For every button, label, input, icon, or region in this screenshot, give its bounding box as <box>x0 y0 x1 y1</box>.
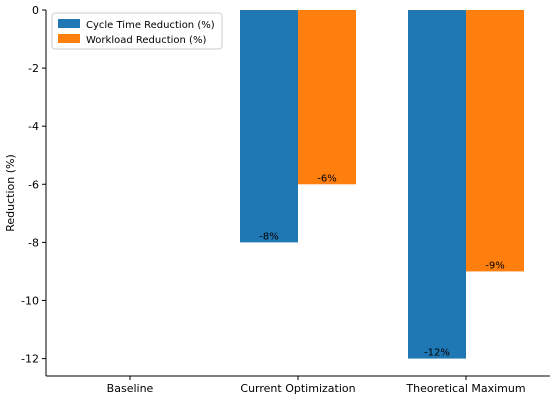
y-tick-label: -8 <box>28 236 39 249</box>
legend-swatch-0 <box>58 19 80 28</box>
data-label-series0-2: -12% <box>424 348 450 359</box>
y-tick-label: -4 <box>28 120 39 133</box>
data-label-series1-1: -6% <box>317 173 336 184</box>
bar-series0-1 <box>240 10 298 243</box>
legend: Cycle Time Reduction (%) Workload Reducti… <box>51 12 223 50</box>
legend-box <box>51 12 223 50</box>
legend-label-0: Cycle Time Reduction (%) <box>86 20 215 31</box>
axes-layer: 0 -2 -4 -6 -8 -10 -12 Baseline Current Optimizat… <box>21 4 550 395</box>
y-tick-label: -12 <box>21 353 39 366</box>
bars-layer: -8% -6% -12% -9% <box>240 10 524 359</box>
data-label-series0-1: -8% <box>259 231 278 242</box>
bar-series0-2 <box>408 10 466 359</box>
y-tick-label: -2 <box>28 62 39 75</box>
legend-swatch-1 <box>58 34 80 43</box>
data-label-series1-2: -9% <box>485 260 504 271</box>
x-tick-label: Current Optimization <box>240 382 355 395</box>
y-tick-label: -6 <box>28 178 39 191</box>
y-tick-label: 0 <box>32 4 39 17</box>
x-tick-label: Theoretical Maximum <box>405 382 525 395</box>
bar-series1-1 <box>298 10 356 185</box>
y-tick-label: -10 <box>21 294 39 307</box>
y-axis-label: Reduction (%) <box>4 154 17 232</box>
legend-label-1: Workload Reduction (%) <box>86 35 206 46</box>
bar-series1-2 <box>466 10 524 272</box>
x-tick-label: Baseline <box>107 382 154 395</box>
